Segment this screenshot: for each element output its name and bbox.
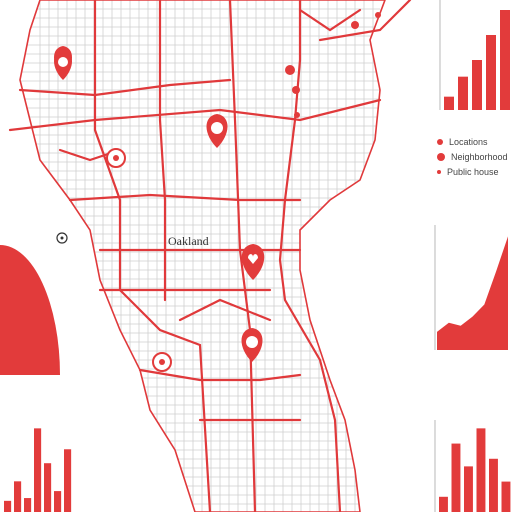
chart-bar [458,76,468,110]
city-boundary [19,0,386,512]
chart-area [0,245,60,375]
chart-bar [500,10,510,110]
map-pin-center-north[interactable] [206,114,228,148]
chart-bar [444,96,454,110]
city-label: Oakland [168,234,209,248]
chart-bar [4,500,12,512]
chart-bar [54,491,62,512]
legend-item-public-house: Public house [437,167,499,177]
legend-item-neighborhood: Neighborhood [437,152,508,162]
poi-cluster-northeast [285,12,381,118]
chart-bar [34,428,42,512]
poi-marker-west[interactable] [106,148,126,168]
chart-bar [489,458,498,512]
legend-label: Public house [447,167,499,177]
chart-bar [14,481,22,512]
compass-marker [56,232,68,244]
chart-bar [501,481,511,512]
map-pin-downtown[interactable] [241,244,265,280]
chart-bar [451,443,461,512]
legend-dot-icon [437,153,445,161]
legend-label: Locations [449,137,488,147]
legend-dot-icon [437,139,443,145]
chart-bar [464,466,473,512]
chart-bar [476,428,486,512]
poi-marker-south[interactable] [152,352,172,372]
legend-label: Neighborhood [451,152,508,162]
map-pin-south[interactable] [241,328,263,362]
chart-area [437,236,508,350]
map-pin-north-small[interactable] [54,50,72,80]
major-roads [8,0,412,512]
chart-bar [44,463,52,512]
chart-bar [64,449,72,512]
chart-bar [24,498,32,512]
chart-bar [486,35,496,110]
chart-bar [472,60,482,110]
chart-bar [439,496,448,512]
legend-item-locations: Locations [437,137,488,147]
legend-dot-icon [437,170,441,174]
